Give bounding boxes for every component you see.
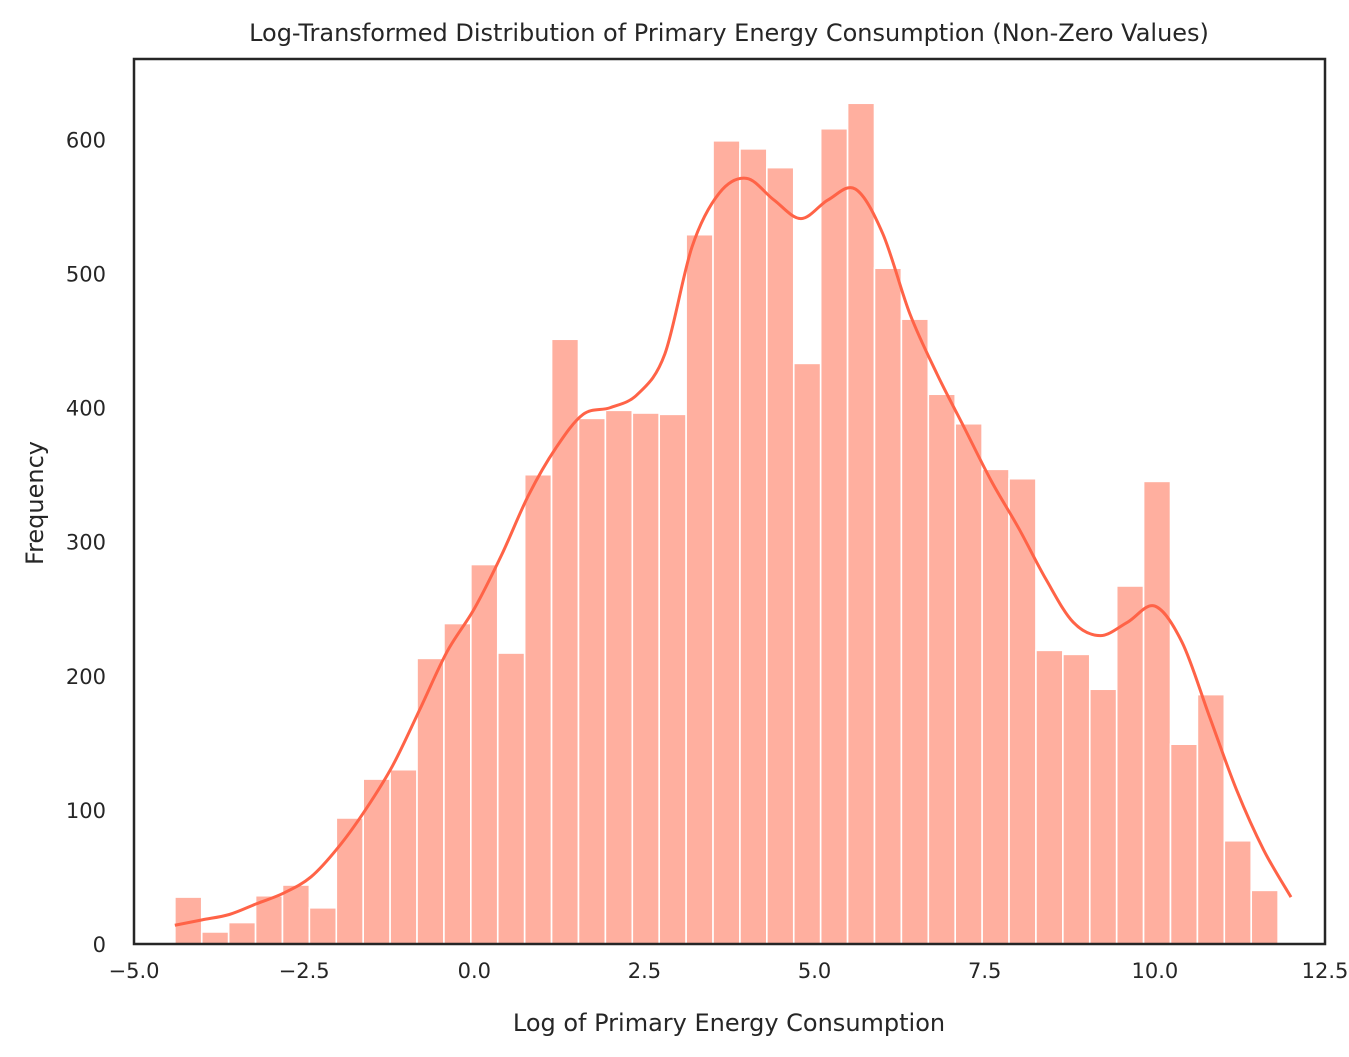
kde-curve bbox=[174, 176, 1293, 927]
histogram-bar bbox=[1169, 743, 1199, 945]
histogram-bar bbox=[1035, 649, 1064, 945]
x-tick-label: 0.0 bbox=[458, 959, 491, 983]
y-axis-label: Frequency bbox=[21, 441, 49, 565]
histogram-bar bbox=[1088, 688, 1118, 945]
y-tick-label: 300 bbox=[66, 531, 106, 555]
histogram-bar bbox=[604, 409, 634, 945]
histogram-bar bbox=[1142, 480, 1172, 945]
x-tick-label: 12.5 bbox=[1302, 959, 1349, 983]
histogram-bar bbox=[523, 473, 553, 945]
histogram-bar bbox=[766, 166, 795, 945]
histogram-bar bbox=[739, 148, 768, 945]
histogram-bar bbox=[873, 267, 903, 945]
histogram-bar bbox=[685, 233, 714, 945]
histogram-bar bbox=[846, 102, 876, 945]
y-tick-label: 100 bbox=[66, 799, 106, 823]
histogram-bar bbox=[308, 906, 338, 945]
y-axis-ticks: 0 100 200 300 400 500 600 bbox=[66, 128, 106, 957]
x-tick-label: −5.0 bbox=[109, 959, 160, 983]
histogram-bar bbox=[335, 817, 365, 945]
y-tick-label: 200 bbox=[66, 665, 106, 689]
histogram-bar bbox=[443, 622, 472, 945]
histogram-bar bbox=[362, 778, 391, 945]
plot-frame bbox=[132, 57, 1327, 946]
histogram-bar bbox=[470, 563, 499, 945]
histogram-bar bbox=[550, 338, 580, 945]
histogram-bar bbox=[792, 362, 822, 945]
histogram-bar bbox=[200, 931, 230, 945]
x-tick-label: 2.5 bbox=[628, 959, 661, 983]
histogram-bar bbox=[496, 652, 526, 945]
histogram-bar bbox=[631, 412, 661, 945]
histogram-bar bbox=[416, 657, 445, 945]
histogram-bar bbox=[1115, 585, 1145, 945]
x-tick-label: 7.5 bbox=[968, 959, 1001, 983]
histogram-bar bbox=[900, 318, 930, 945]
y-tick-label: 0 bbox=[93, 933, 106, 957]
y-tick-label: 400 bbox=[66, 397, 106, 421]
histogram-bar bbox=[954, 422, 983, 945]
x-tick-label: 5.0 bbox=[798, 959, 831, 983]
histogram-bar bbox=[712, 139, 741, 945]
histogram-bar bbox=[927, 393, 957, 945]
histogram-bar bbox=[1008, 477, 1037, 945]
y-tick-label: 500 bbox=[66, 263, 106, 287]
histogram-bar bbox=[577, 417, 607, 945]
chart-title: Log-Transformed Distribution of Primary … bbox=[249, 19, 1209, 47]
histogram-bar bbox=[1250, 889, 1279, 945]
histogram-bar bbox=[227, 921, 257, 945]
x-tick-label: 10.0 bbox=[1131, 959, 1178, 983]
x-axis-ticks: −5.0 −2.5 0.0 2.5 5.0 7.5 10.0 12.5 bbox=[109, 959, 1349, 983]
histogram-bar bbox=[281, 884, 311, 945]
histogram-bar bbox=[981, 468, 1010, 945]
x-tick-label: −2.5 bbox=[279, 959, 330, 983]
histogram-bar bbox=[819, 127, 849, 945]
histogram-bar bbox=[389, 768, 418, 945]
histogram-bar bbox=[1196, 693, 1226, 945]
histogram-bar bbox=[1223, 839, 1253, 945]
histogram-bar bbox=[1062, 653, 1091, 945]
y-tick-label: 600 bbox=[66, 128, 106, 152]
histogram-bar bbox=[658, 413, 687, 945]
x-axis-label: Log of Primary Energy Consumption bbox=[513, 1009, 945, 1037]
